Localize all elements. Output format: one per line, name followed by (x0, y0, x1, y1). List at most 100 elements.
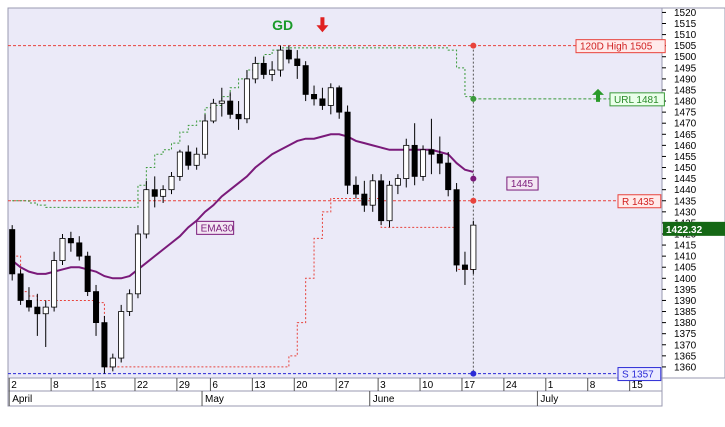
marker-url (470, 95, 477, 102)
candle-body (118, 311, 125, 359)
x-tick-label: 6 (212, 380, 218, 391)
candle-body (302, 65, 309, 95)
candle (285, 45, 292, 64)
candle-body (51, 260, 58, 308)
candle (352, 176, 359, 199)
x-tick-label: 15 (95, 380, 107, 391)
label-ema30-text: EMA30 (201, 223, 234, 234)
y-tick-label: 1360 (674, 362, 697, 373)
label-resistance-box (617, 194, 662, 209)
y-tick-label: 1455 (674, 152, 697, 163)
candle-body (143, 189, 150, 235)
candle-body (151, 189, 158, 197)
candle (202, 114, 209, 159)
month-label: May (205, 394, 224, 405)
candle-body (420, 149, 427, 177)
candle (344, 105, 351, 195)
y-tick-label: 1430 (674, 207, 697, 218)
label-resistance: R 1435 (617, 194, 662, 209)
candle (369, 174, 376, 212)
marker-ema (470, 175, 477, 182)
candle-body (411, 144, 418, 177)
candle-body (461, 264, 468, 270)
candle (378, 174, 385, 226)
candle-body (126, 293, 133, 312)
candle (243, 70, 250, 124)
y-tick-label: 1375 (674, 329, 697, 340)
candle (294, 50, 301, 79)
candle (252, 56, 259, 84)
last-price-box (663, 221, 725, 236)
x-tick-label: 20 (296, 380, 308, 391)
candle (411, 123, 418, 186)
candle (143, 180, 150, 239)
candle (210, 98, 217, 124)
candle-body (84, 255, 91, 292)
candle-body (42, 306, 49, 315)
x-tick-label: 3 (380, 380, 386, 391)
candle-body (403, 144, 410, 179)
candle-body (352, 184, 359, 195)
label-120d-high-box (575, 39, 666, 54)
y-tick-label: 1450 (674, 163, 697, 174)
candle (168, 171, 175, 195)
candle-body (260, 62, 267, 75)
label-ema-value-box (506, 176, 539, 191)
candle-body (470, 224, 477, 270)
candle (436, 136, 443, 175)
candle (361, 180, 368, 212)
candle-body (109, 357, 116, 368)
label-url-text: URL 1481 (614, 95, 659, 106)
y-tick-label: 1495 (674, 63, 697, 74)
y-tick-label: 1510 (674, 30, 697, 41)
y-tick-label: 1390 (674, 296, 697, 307)
candle-body (243, 78, 250, 120)
x-tick-label: 1 (548, 380, 554, 391)
candle-body (25, 300, 32, 308)
candle (235, 101, 242, 130)
x-axis: 2 8 15 22 29 6 13 20 27 3 10 17 24 1 8 15 April May June Ju… (7, 377, 663, 407)
candle (227, 92, 234, 119)
y-tick-label: 1485 (674, 85, 697, 96)
y-tick-label: 1395 (674, 285, 697, 296)
candle (445, 152, 452, 197)
candle-body (285, 49, 292, 60)
candle (59, 233, 66, 266)
candle (319, 87, 326, 110)
y-tick-label: 1365 (674, 351, 697, 362)
candle-body (436, 153, 443, 164)
y-tick-label: 1475 (674, 108, 697, 119)
candle-body (218, 100, 225, 104)
marker-resistance (470, 197, 477, 204)
candle-body (311, 94, 318, 100)
y-tick-label: 1405 (674, 263, 697, 274)
label-ema-value: 1445 (506, 176, 539, 191)
label-ema30-box (196, 220, 235, 235)
candle-body (93, 291, 100, 324)
candle-body (193, 153, 200, 166)
candle (9, 225, 16, 281)
label-support: S 1357 (617, 367, 662, 382)
candle (260, 56, 267, 79)
candle (118, 304, 125, 363)
candle (160, 185, 167, 203)
y-tick-label: 1440 (674, 185, 697, 196)
y-tick-label: 1445 (674, 174, 697, 185)
candle (311, 85, 318, 106)
x-tick-label: 22 (137, 380, 149, 391)
label-support-text: S 1357 (622, 370, 654, 381)
candle (51, 251, 58, 312)
candle (394, 174, 401, 195)
x-tick-label: 24 (506, 380, 518, 391)
label-ema30: EMA30 (196, 220, 235, 235)
candle (420, 145, 427, 181)
last-price-text: 1422.32 (666, 225, 703, 236)
candle-body (235, 113, 242, 120)
candle-body (336, 87, 343, 113)
plot-background (7, 7, 663, 379)
candle-body (34, 306, 41, 315)
candle (126, 289, 133, 316)
month-label: June (373, 394, 395, 405)
y-tick-label: 1470 (674, 119, 697, 130)
label-support-box (617, 367, 662, 382)
